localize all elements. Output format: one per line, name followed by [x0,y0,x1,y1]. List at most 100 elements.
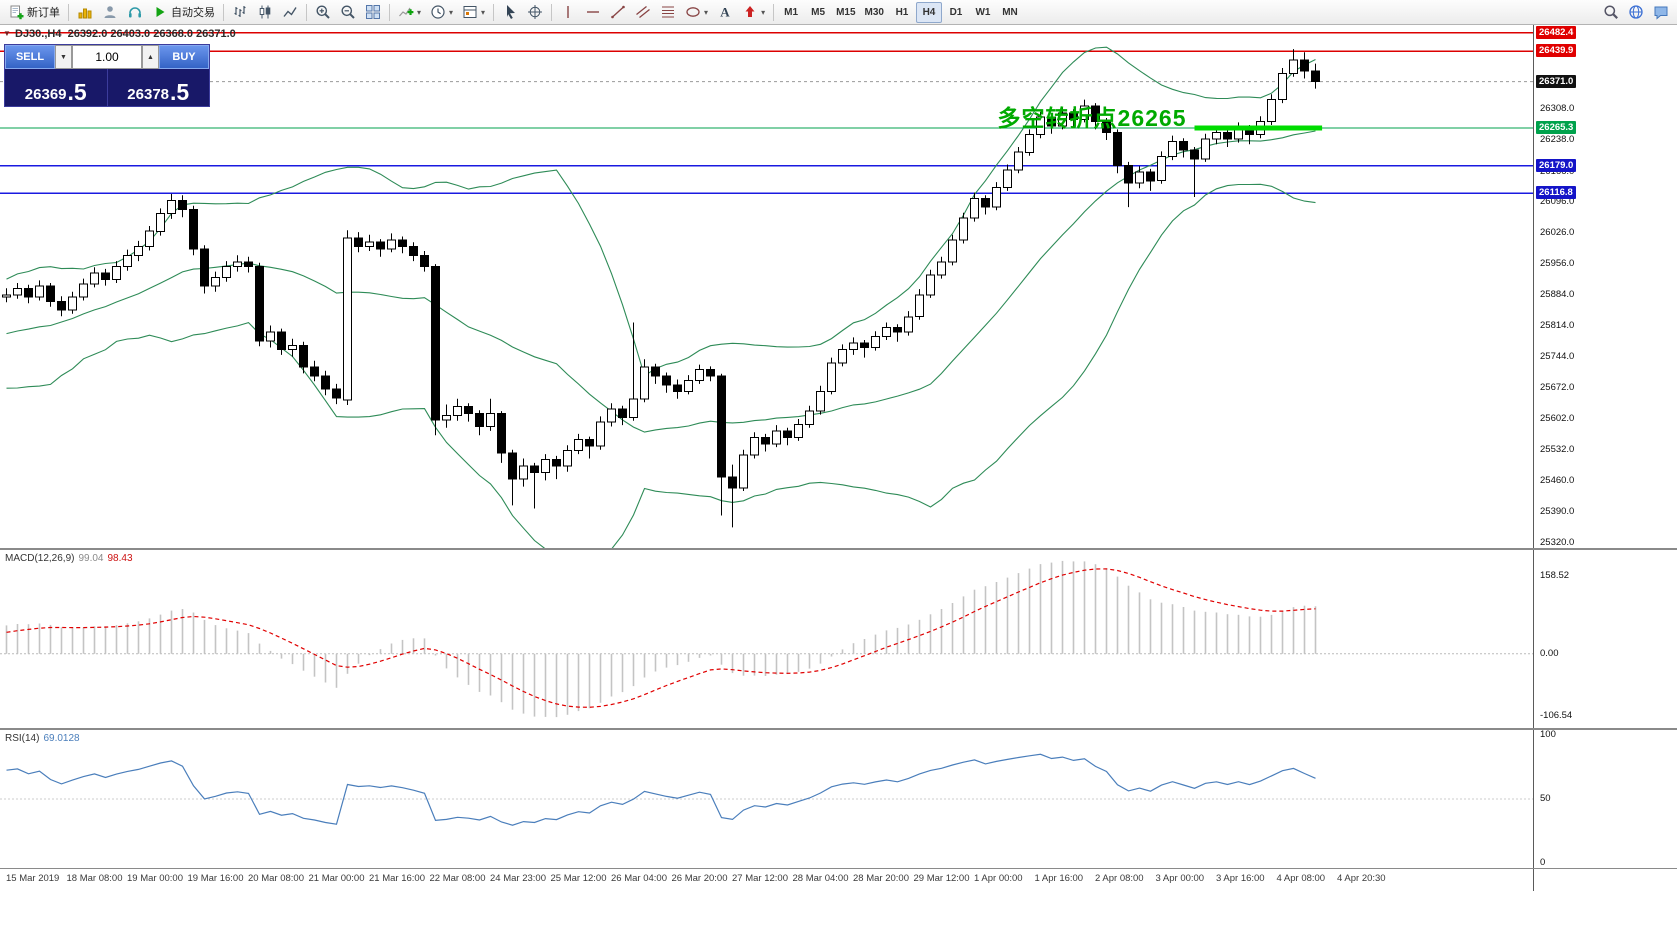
timeframe-h4-button[interactable]: H4 [915,1,942,23]
timeframe-d1-button[interactable]: D1 [943,2,969,23]
shapes-button[interactable]: ▾ [681,2,712,23]
timeframe-m1-button[interactable]: M1 [778,2,804,23]
equidistant-channel-button[interactable] [631,2,655,23]
text-label-button[interactable]: A [713,2,737,23]
zoom-out-icon [340,4,356,20]
sell-price[interactable]: 26369.5 [24,79,87,106]
navigator-button[interactable] [98,2,122,23]
time-label: 15 Mar 2019 [6,873,60,884]
search-icon [1603,4,1619,20]
volume-decrease-button[interactable]: ▼ [55,45,72,69]
market-watch-icon [77,4,93,20]
price-tag: 26265.3 [1536,120,1577,134]
indicators-button[interactable]: ▾ [394,2,425,23]
zoom-out-button[interactable] [336,2,360,23]
candlestick-chart[interactable] [0,25,1533,548]
search-button[interactable] [1599,2,1623,23]
tile-windows-button[interactable] [361,2,385,23]
hline-icon [585,4,601,20]
chart-line-button[interactable] [278,2,302,23]
toolbar-separator [493,3,495,21]
time-label: 1 Apr 00:00 [974,873,1023,884]
toolbar-separator [306,3,307,21]
timeframe-m5-button[interactable]: M5 [805,2,831,23]
timeframe-m15-button[interactable]: M15 [832,2,859,23]
rsi-scale-label: 50 [1540,793,1551,804]
arrows-button[interactable]: ▾ [738,2,769,23]
price-tick-label: 26238.0 [1540,133,1575,145]
zoom-in-button[interactable] [311,2,335,23]
time-label: 21 Mar 00:00 [308,873,365,884]
rsi-scale-label: 0 [1540,857,1546,868]
metaquotes-community-button[interactable] [1624,2,1648,23]
clock-icon [430,4,446,20]
caret-down-icon: ▾ [481,7,486,17]
periods-button[interactable]: ▾ [426,2,457,23]
buy-price[interactable]: 26378.5 [106,69,210,106]
panel-divider[interactable] [0,548,1677,550]
macd-chart[interactable] [0,550,1533,728]
toolbar-separator [773,3,775,21]
chart-line-icon [282,4,298,20]
new-order-button[interactable]: 新订单 [4,2,64,23]
time-axis[interactable]: 15 Mar 2019 18 Mar 08:00 19 Mar 00:00 19 Ma… [0,869,1533,891]
trendline-button[interactable] [606,2,630,23]
price-tag: 26371.0 [1536,74,1577,88]
channel-icon [635,4,651,20]
panel-divider[interactable] [0,728,1677,730]
price-tick-label: 26026.0 [1540,226,1575,238]
templates-button[interactable]: ▾ [458,2,489,23]
price-tick-label: 25884.0 [1540,289,1575,301]
sell-button[interactable]: SELL [5,45,55,69]
chart-annotation-text[interactable]: 多空转折点26265 [997,104,1187,131]
arrow-icon [742,4,758,20]
timeframe-mn-button[interactable]: MN [997,2,1023,23]
time-label: 4 Apr 20:30 [1337,873,1386,884]
crosshair-button[interactable] [523,2,547,23]
price-scale[interactable]: 26308.026238.026166.026096.026026.025956… [1533,25,1677,891]
terminal-button[interactable] [123,2,147,23]
chart-candles-button[interactable] [253,2,277,23]
timeframe-w1-button[interactable]: W1 [970,2,996,23]
rsi-chart[interactable] [0,730,1533,868]
chart-bars-icon [232,4,248,20]
rsi-panel[interactable]: RSI(14) 69.0128 [0,730,1533,868]
autotrading-button[interactable]: 自动交易 [148,2,219,23]
toolbar-separator [223,3,224,21]
price-tick-label: 25460.0 [1540,475,1575,487]
volume-input[interactable] [72,45,142,69]
quote-panel-controls: SELL ▼ ▲ BUY [5,45,209,69]
bollinger-lower-band [6,183,1316,548]
zoom-in-icon [315,4,331,20]
price-chart-panel[interactable]: ▼ DJ30.,H4 26392.0 26403.0 26368.0 26371… [0,25,1533,548]
vertical-line-button[interactable] [556,2,580,23]
navigator-icon [102,4,118,20]
cursor-icon [502,4,518,20]
macd-panel[interactable]: MACD(12,26,9) 99.04 98.43 [0,550,1533,728]
horizontal-line-button[interactable] [581,2,605,23]
price-tick-label: 25956.0 [1540,257,1575,269]
timeframe-m30-button[interactable]: M30 [861,2,888,23]
indicators-icon [398,4,414,20]
price-tag: 26116.8 [1536,186,1576,200]
fibo-icon [660,4,676,20]
chart-title: DJ30.,H4 26392.0 26403.0 26368.0 26371.0 [15,28,236,40]
macd-signal-line [6,568,1316,708]
market-watch-button[interactable] [73,2,97,23]
quote-panel-toggle-icon[interactable]: ▼ [3,29,11,38]
volume-increase-button[interactable]: ▲ [142,45,159,69]
cursor-button[interactable] [498,2,522,23]
chat-button[interactable] [1649,2,1673,23]
timeframe-h1-button[interactable]: H1 [889,2,915,23]
candles [2,49,1320,528]
price-tag: 26179.0 [1536,158,1577,172]
buy-button[interactable]: BUY [159,45,209,69]
play-icon [152,4,168,20]
time-label: 22 Mar 08:00 [429,873,486,884]
chart-bars-button[interactable] [228,2,252,23]
caret-down-icon: ▼ [60,53,67,61]
fibonacci-retracement-button[interactable] [656,2,680,23]
shapes-icon [685,4,701,20]
time-label: 25 Mar 12:00 [550,873,607,884]
